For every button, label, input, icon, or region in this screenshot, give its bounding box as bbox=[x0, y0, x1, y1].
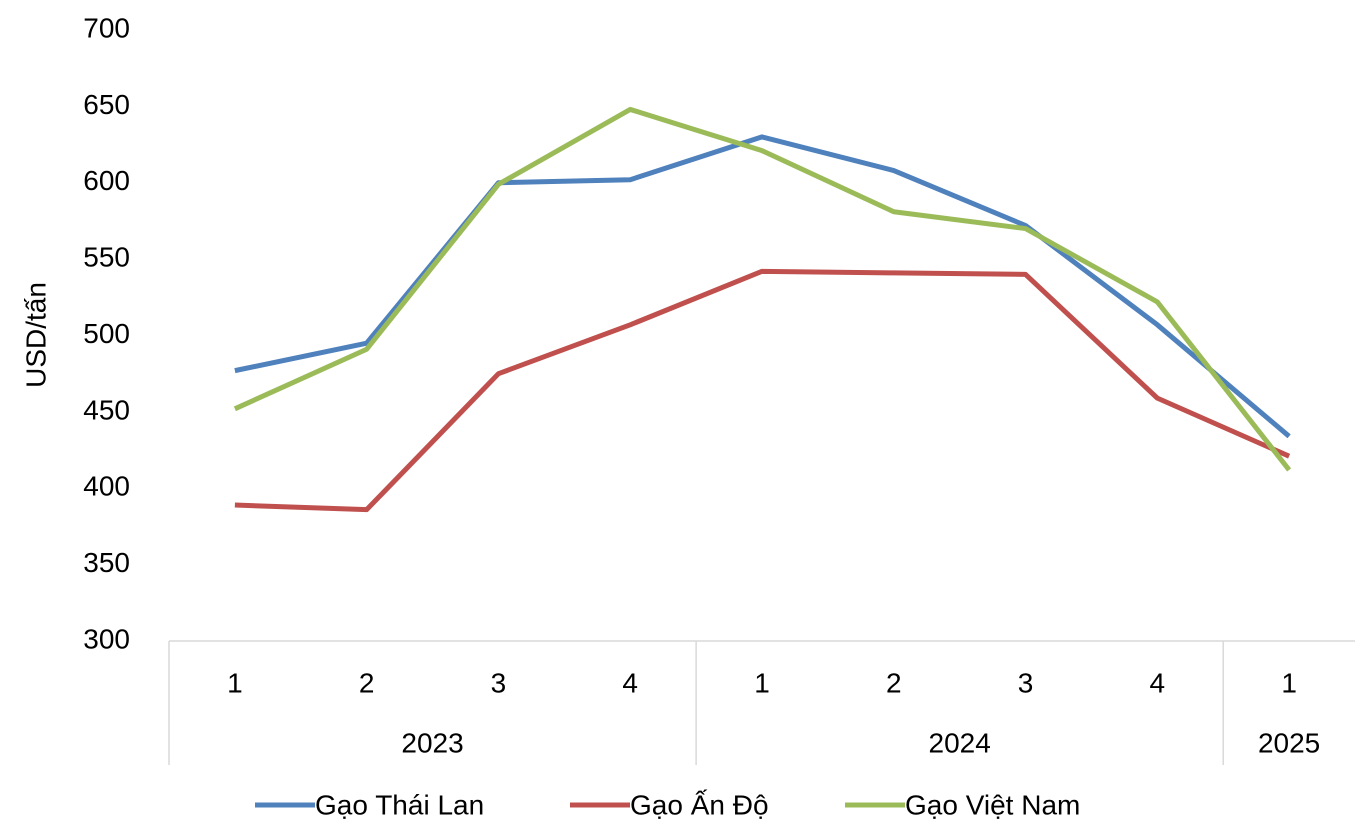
y-tick-label: 350 bbox=[83, 547, 130, 578]
x-tick-label: 4 bbox=[622, 667, 638, 698]
y-tick-label: 650 bbox=[83, 89, 130, 120]
y-tick-label: 300 bbox=[83, 623, 130, 654]
series-line bbox=[233, 106, 1292, 472]
x-tick-label: 1 bbox=[754, 667, 770, 698]
x-tick-label: 3 bbox=[491, 667, 507, 698]
series-line bbox=[234, 268, 1291, 513]
legend-label: Gạo Thái Lan bbox=[315, 789, 484, 820]
series-line bbox=[234, 134, 1291, 439]
y-tick-label: 500 bbox=[83, 318, 130, 349]
y-tick-label: 550 bbox=[83, 242, 130, 273]
y-tick-label: 450 bbox=[83, 394, 130, 425]
x-tick-label: 1 bbox=[1281, 667, 1297, 698]
x-tick-label: 2 bbox=[359, 667, 375, 698]
y-axis-label: USD/tấn bbox=[20, 282, 51, 388]
x-tick-label: 4 bbox=[1150, 667, 1166, 698]
y-tick-label: 400 bbox=[83, 471, 130, 502]
legend-label: Gạo Việt Nam bbox=[905, 789, 1080, 820]
y-tick-label: 600 bbox=[83, 165, 130, 196]
group-label: 2023 bbox=[401, 727, 463, 758]
group-label: 2024 bbox=[929, 727, 991, 758]
group-label: 2025 bbox=[1258, 727, 1320, 758]
legend-label: Gạo Ấn Độ bbox=[630, 789, 769, 820]
y-tick-label: 700 bbox=[83, 12, 130, 43]
x-tick-label: 3 bbox=[1018, 667, 1034, 698]
x-tick-label: 1 bbox=[227, 667, 243, 698]
x-tick-label: 2 bbox=[886, 667, 902, 698]
